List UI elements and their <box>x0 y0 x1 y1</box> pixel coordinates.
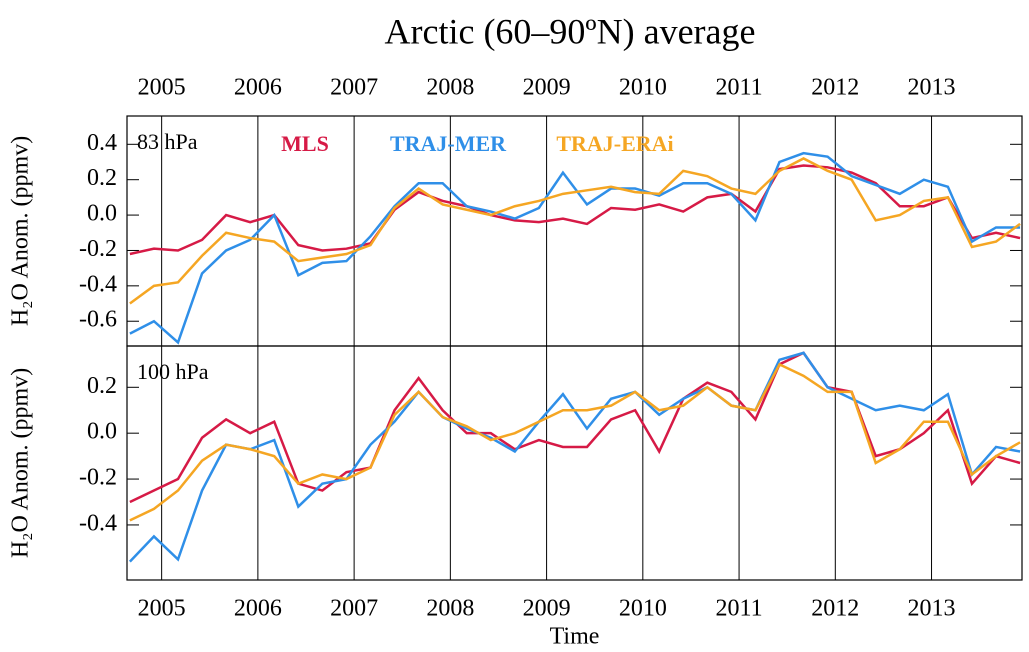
data-line <box>129 151 1021 345</box>
y-tick-label: -0.4 <box>79 510 117 536</box>
x-tick-label: 2005 <box>138 596 186 622</box>
x-tick-label-top: 2011 <box>716 75 763 101</box>
x-tick-label-top: 2009 <box>523 75 571 101</box>
x-tick-label-top: 2006 <box>234 75 282 101</box>
data-line <box>129 362 1021 522</box>
legend-label: TRAJ-ERAi <box>556 131 673 156</box>
x-tick-label-top: 2007 <box>330 75 378 101</box>
y-axis-label: H₂O Anom. (ppmv) <box>8 136 34 326</box>
x-tick-label: 2006 <box>234 596 282 622</box>
legend-label: TRAJ-MER <box>390 131 507 156</box>
panel-label: 83 hPa <box>137 129 198 154</box>
x-tick-label: 2009 <box>523 596 571 622</box>
data-line <box>129 157 1021 305</box>
x-tick-label: 2011 <box>716 596 763 622</box>
x-tick-label: 2007 <box>330 596 378 622</box>
y-tick-label: -0.6 <box>79 307 117 333</box>
x-tick-label-top: 2013 <box>908 75 956 101</box>
y-tick-label: 0.0 <box>87 201 117 227</box>
y-tick-label: 0.2 <box>87 373 117 399</box>
y-tick-label: 0.4 <box>87 130 117 156</box>
x-tick-label: 2013 <box>908 596 956 622</box>
legend-label: MLS <box>281 131 329 156</box>
panel-label: 100 hPa <box>137 359 209 384</box>
data-line <box>129 351 1021 504</box>
x-tick-label: 2008 <box>426 596 474 622</box>
x-tick-label: 2010 <box>619 596 667 622</box>
x-tick-label-top: 2012 <box>811 75 859 101</box>
y-tick-label: 0.2 <box>87 165 117 191</box>
data-line <box>129 164 1021 256</box>
y-axis-label: H₂O Anom. (ppmv) <box>8 368 34 558</box>
x-tick-label-top: 2005 <box>138 75 186 101</box>
x-tick-label: 2012 <box>811 596 859 622</box>
y-tick-label: -0.2 <box>79 465 117 491</box>
y-tick-label: -0.4 <box>79 271 117 297</box>
x-tick-label-top: 2008 <box>426 75 474 101</box>
y-tick-label: -0.2 <box>79 236 117 262</box>
plot-frame <box>126 345 1023 581</box>
chart-title: Arctic (60–90ºN) average <box>385 11 756 51</box>
x-tick-label-top: 2010 <box>619 75 667 101</box>
x-axis-label: Time <box>550 624 600 650</box>
y-tick-label: 0.0 <box>87 419 117 445</box>
